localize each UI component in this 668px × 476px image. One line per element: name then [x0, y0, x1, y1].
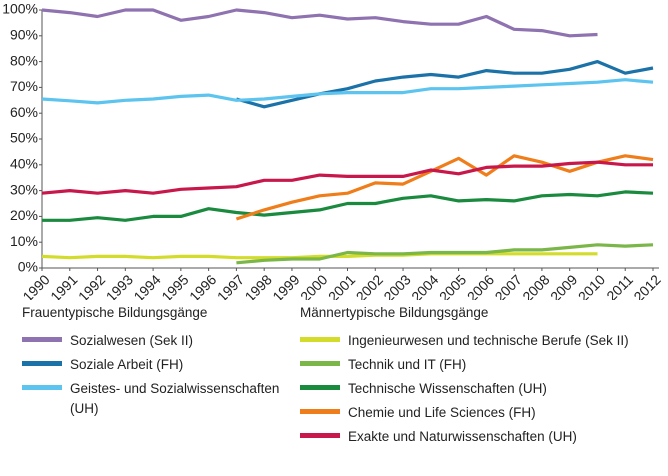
series-line — [41, 78, 654, 105]
y-tick-label: 30% — [10, 181, 38, 197]
x-tick-label: 2010 — [575, 271, 608, 300]
legend-swatch — [300, 385, 340, 390]
legend-swatch — [300, 409, 340, 414]
legend-swatch — [22, 385, 62, 390]
legend-swatch — [300, 337, 340, 342]
x-tick-label: 2004 — [408, 271, 441, 300]
legend-label: Sozialwesen (Sek II) — [70, 333, 194, 348]
x-tick-label: 1992 — [75, 271, 108, 300]
y-tick-label: 40% — [10, 156, 38, 172]
legend-label: Ingenieurwesen und technische Berufe (Se… — [348, 333, 629, 348]
x-tick-label: 1999 — [269, 271, 302, 300]
series-line — [235, 154, 654, 221]
series-line — [235, 60, 654, 109]
x-tick-label: 2008 — [519, 271, 552, 300]
y-tick-label: 60% — [10, 104, 38, 120]
y-tick-label: 70% — [10, 78, 38, 94]
x-tick-label: 2002 — [353, 271, 386, 300]
legend-label: Technische Wissenschaften (UH) — [348, 381, 547, 396]
legend-swatch — [300, 361, 340, 366]
legend-label: Soziale Arbeit (FH) — [70, 357, 184, 372]
legend-swatch — [300, 433, 340, 438]
x-tick-label: 1997 — [214, 271, 247, 300]
y-tick-label: 50% — [10, 130, 38, 146]
x-tick-label: 1996 — [186, 271, 219, 300]
x-tick-label: 2000 — [297, 271, 330, 300]
x-tick-label: 1991 — [47, 271, 80, 300]
legend-swatch — [22, 361, 62, 366]
legend-swatch — [22, 337, 62, 342]
series-line — [41, 252, 598, 260]
x-tick-label: 1993 — [103, 271, 136, 300]
x-tick-label: 1998 — [242, 271, 275, 300]
x-tick-label: 1995 — [158, 271, 191, 300]
legend-label: Technik und IT (FH) — [348, 357, 467, 372]
y-tick-label: 10% — [10, 233, 38, 249]
y-tick-label: 100% — [2, 1, 38, 17]
x-tick-label: 2006 — [464, 271, 497, 300]
x-tick-label: 2009 — [547, 271, 580, 300]
x-tick-label: 2003 — [380, 271, 413, 300]
x-tick-label: 2001 — [325, 271, 358, 300]
y-tick-label: 90% — [10, 27, 38, 43]
x-tick-label: 2007 — [492, 271, 525, 300]
x-tick-label: 2011 — [603, 271, 636, 300]
x-tick-label: 2012 — [630, 271, 663, 300]
legend-group-title: Männertypische Bildungsgänge — [300, 305, 489, 320]
y-tick-label: 20% — [10, 207, 38, 223]
y-tick-label: 0% — [18, 259, 38, 275]
y-tick-label: 80% — [10, 52, 38, 68]
series-line — [41, 8, 598, 38]
series-line — [236, 243, 654, 265]
legend-label: Exakte und Naturwissenschaften (UH) — [348, 429, 577, 444]
series-line — [42, 190, 654, 222]
x-tick-label: 1990 — [19, 271, 52, 300]
series-line — [41, 160, 653, 195]
chart: 0%10%20%30%40%50%60%70%80%90%100%1990199… — [2, 1, 664, 305]
legend-label: Chemie und Life Sciences (FH) — [348, 405, 536, 420]
x-tick-label: 1994 — [130, 271, 163, 300]
x-tick-label: 2005 — [436, 271, 469, 300]
legend-group-title: Frauentypische Bildungsgänge — [22, 305, 208, 320]
legend-label: Geistes- und Sozialwissenschaften (UH) — [70, 381, 280, 416]
